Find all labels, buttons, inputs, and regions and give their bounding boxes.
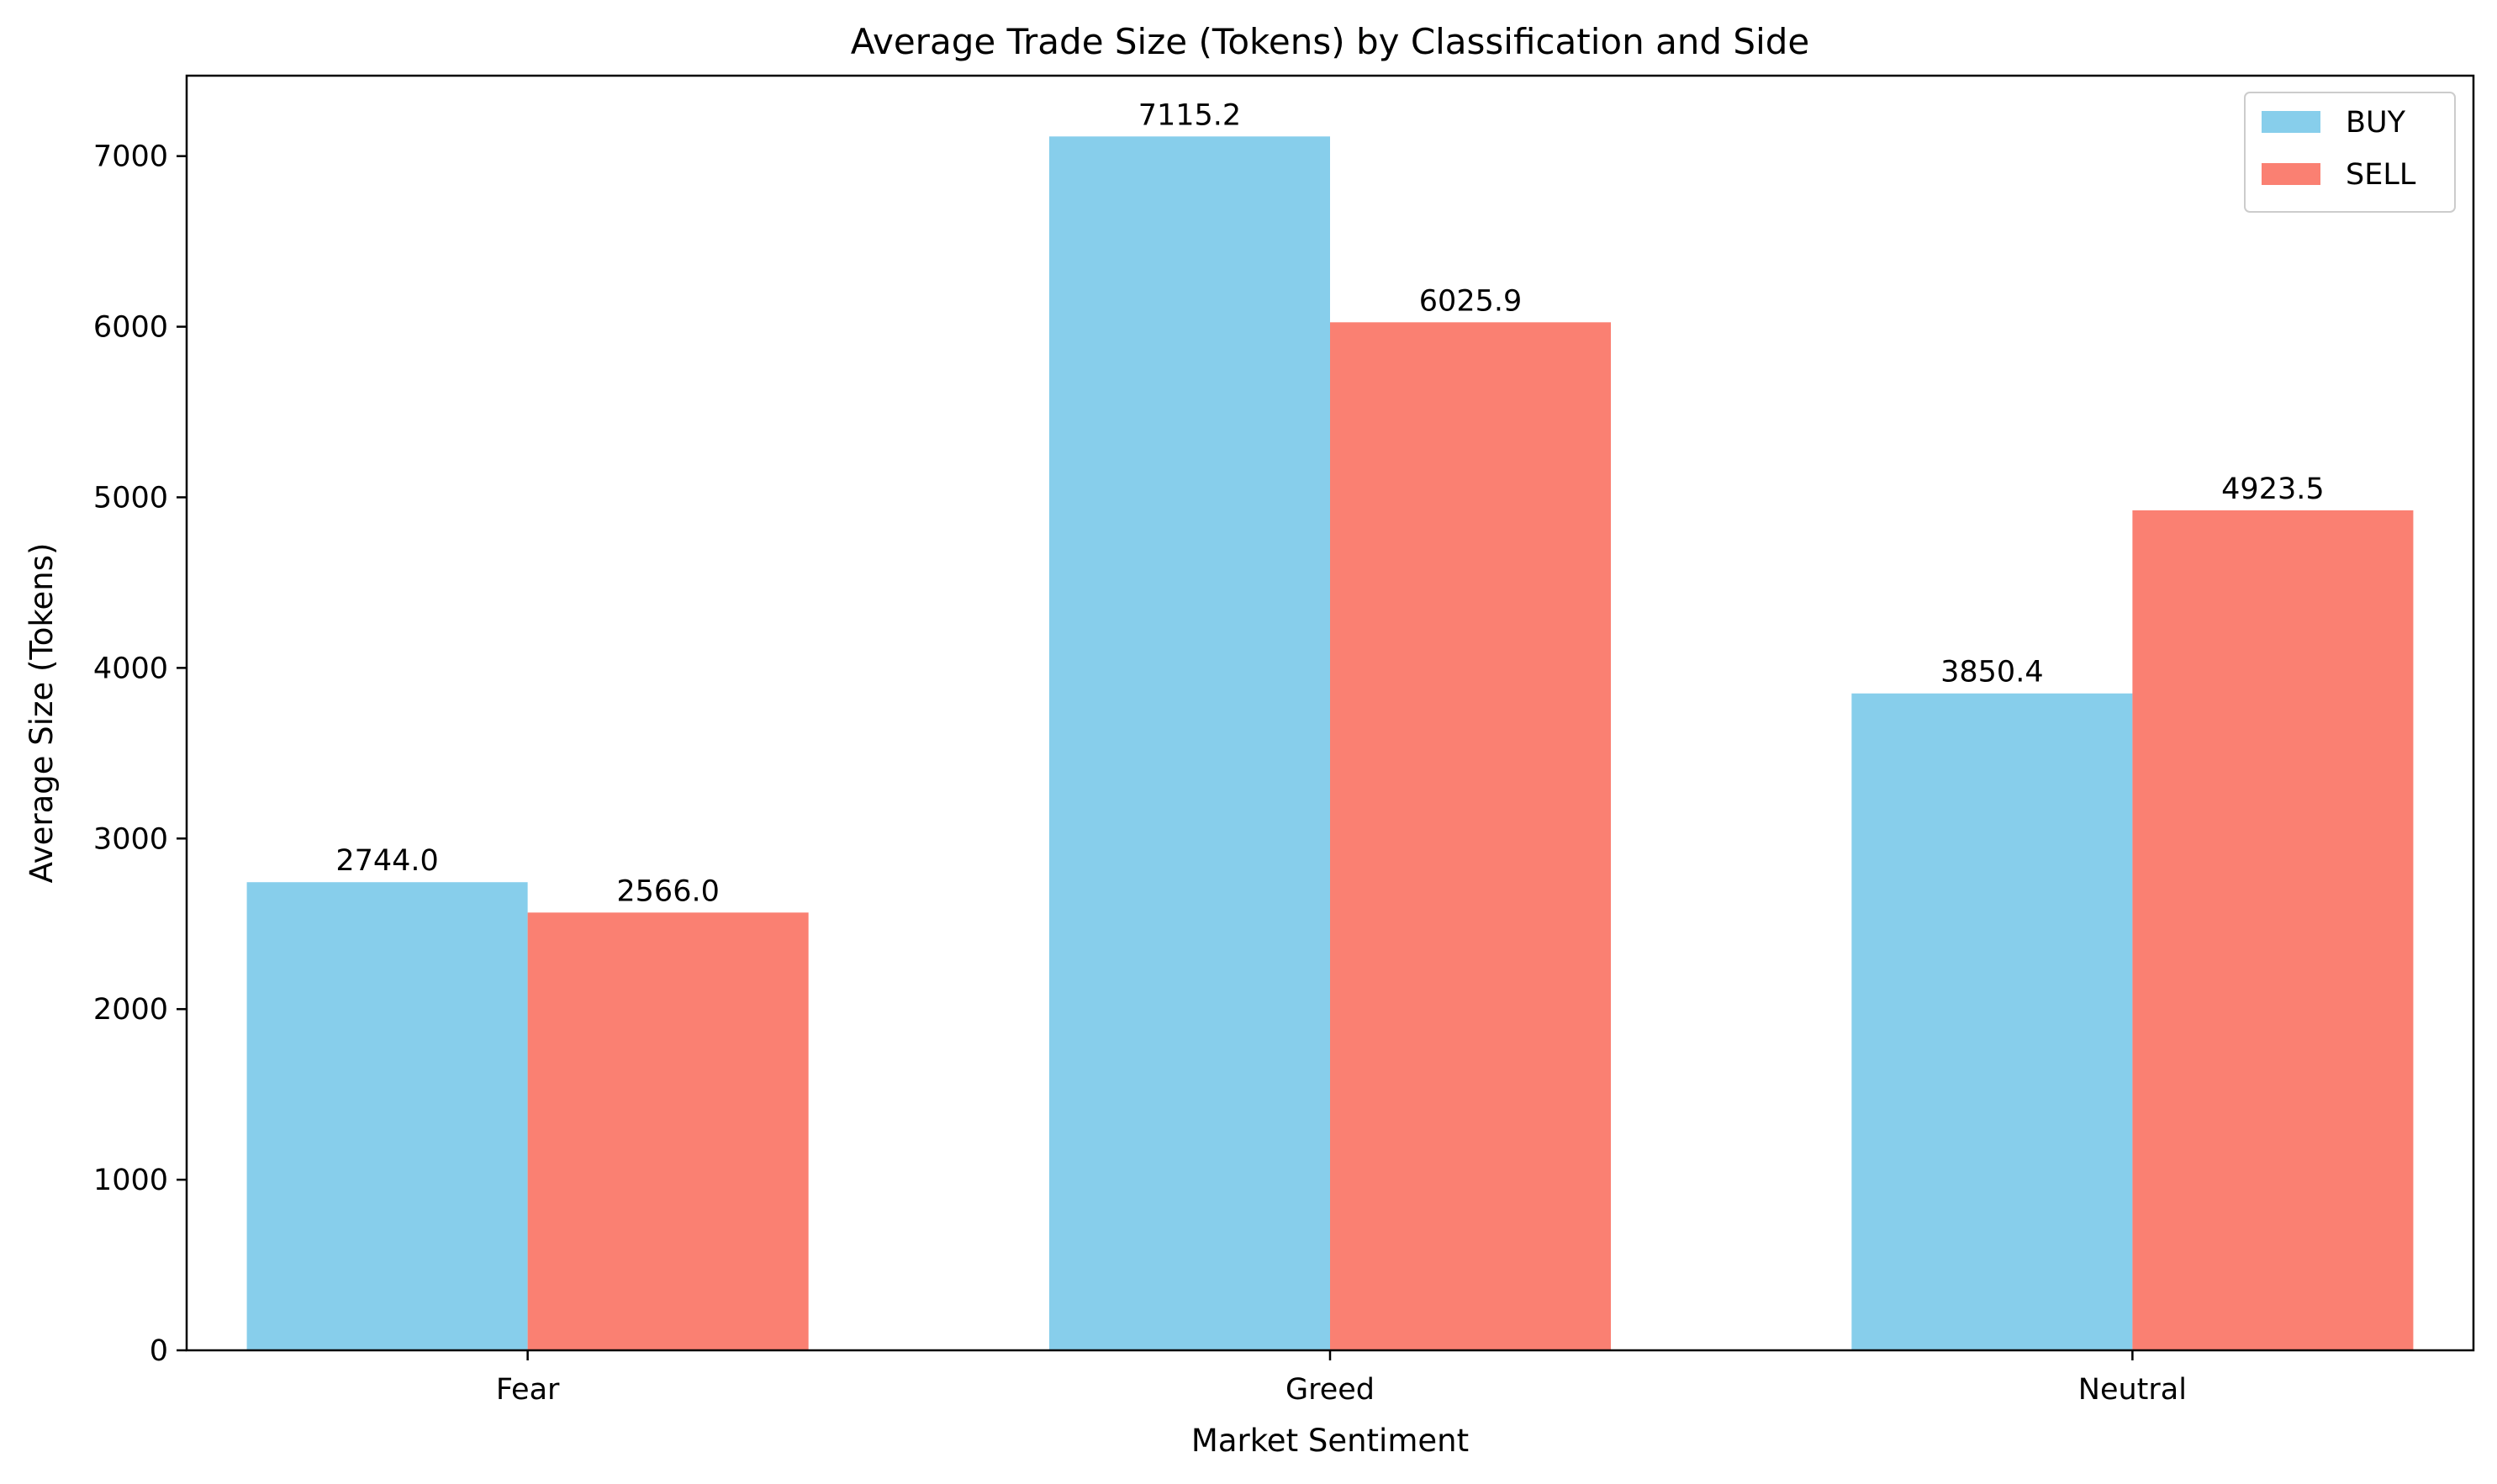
data-label-buy-greed: 7115.2 — [1138, 98, 1241, 132]
legend-swatch-sell — [2262, 163, 2320, 185]
bar-sell-neutral — [2132, 510, 2414, 1350]
y-axis: 0 1000 2000 3000 4000 5000 6000 7000 — [93, 140, 187, 1368]
bar-buy-greed — [1048, 136, 1330, 1351]
bar-buy-fear — [246, 882, 528, 1350]
x-tick-label-neutral: Neutral — [2078, 1373, 2187, 1407]
y-tick-label: 3000 — [93, 822, 168, 856]
data-label-buy-fear: 2744.0 — [335, 844, 438, 878]
data-label-sell-fear: 2566.0 — [616, 874, 719, 908]
x-axis: Fear Greed Neutral — [496, 1350, 2187, 1407]
chart-title: Average Trade Size (Tokens) by Classific… — [851, 21, 1810, 62]
legend-label-sell: SELL — [2346, 158, 2416, 192]
data-label-buy-neutral: 3850.4 — [1940, 656, 2043, 689]
y-tick-label: 1000 — [93, 1164, 168, 1197]
y-tick-label: 5000 — [93, 481, 168, 515]
x-tick-label-fear: Fear — [496, 1373, 560, 1407]
x-tick-label-greed: Greed — [1285, 1373, 1375, 1407]
legend-label-buy: BUY — [2346, 106, 2406, 140]
y-axis-label: Average Size (Tokens) — [24, 543, 60, 884]
plot-area: 2744.0 7115.2 3850.4 2566.0 6025.9 4923.5 — [185, 74, 2475, 1352]
x-axis-label: Market Sentiment — [1191, 1423, 1469, 1459]
y-tick-label: 7000 — [93, 140, 168, 174]
y-tick-label: 2000 — [93, 993, 168, 1027]
bar-buy-neutral — [1851, 693, 2133, 1350]
y-tick-label: 6000 — [93, 311, 168, 345]
data-label-sell-greed: 6025.9 — [1419, 284, 1522, 318]
y-tick-label: 4000 — [93, 652, 168, 685]
y-tick-label: 0 — [150, 1334, 168, 1368]
legend: BUY SELL — [2244, 92, 2456, 213]
legend-swatch-buy — [2262, 111, 2320, 133]
bar-sell-greed — [1330, 322, 1612, 1350]
data-label-sell-neutral: 4923.5 — [2221, 473, 2324, 506]
bar-sell-fear — [527, 912, 809, 1350]
